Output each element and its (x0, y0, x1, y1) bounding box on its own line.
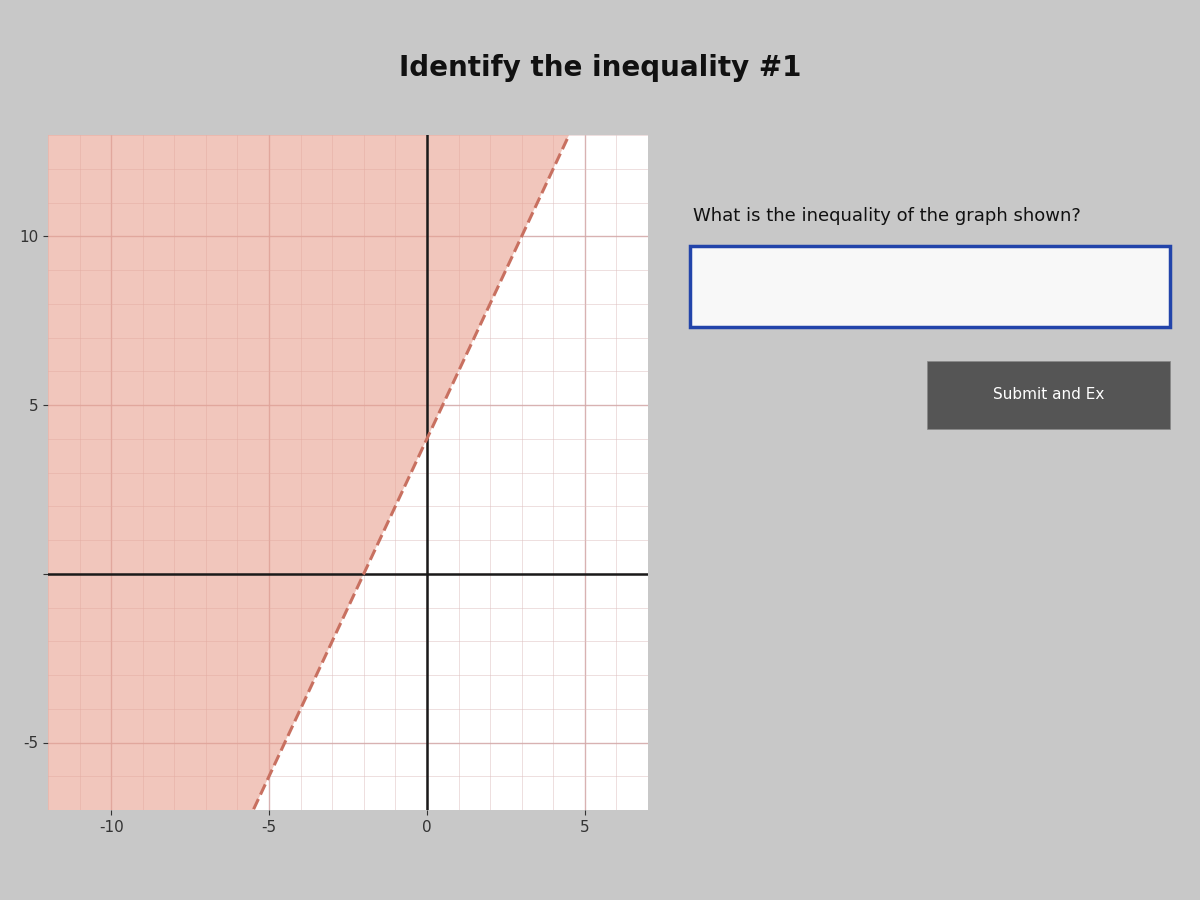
FancyBboxPatch shape (928, 361, 1170, 428)
Text: Identify the inequality #1: Identify the inequality #1 (398, 53, 802, 82)
FancyBboxPatch shape (690, 247, 1170, 328)
Polygon shape (48, 135, 569, 810)
Text: What is the inequality of the graph shown?: What is the inequality of the graph show… (692, 207, 1080, 225)
Text: Submit and Ex: Submit and Ex (992, 387, 1104, 402)
